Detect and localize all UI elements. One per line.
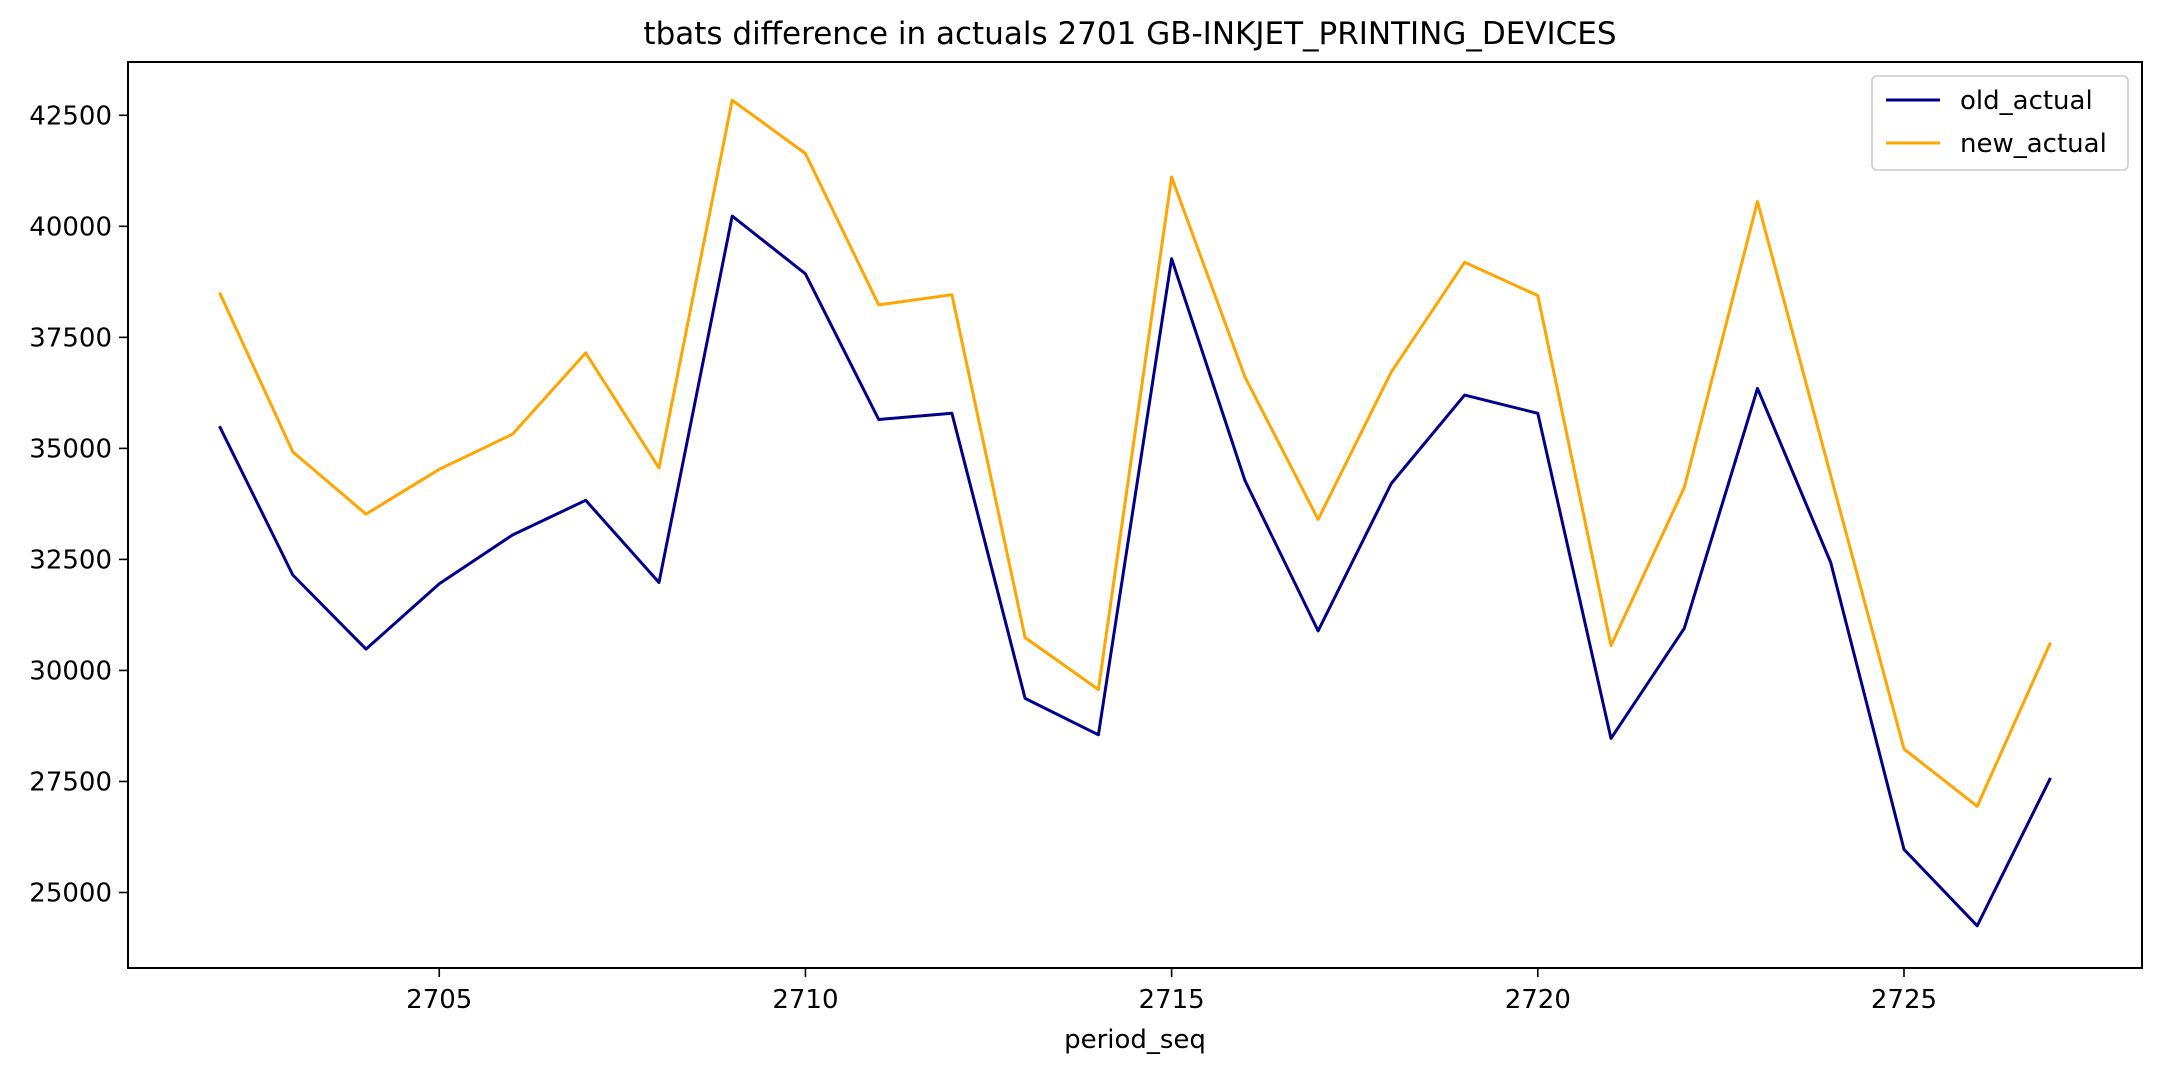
series-line-old_actual [218, 214, 2052, 928]
series-line-new_actual [218, 98, 2052, 808]
plot-frame [127, 61, 2143, 969]
y-tick-label: 40000 [29, 212, 112, 242]
y-tick-label: 42500 [29, 101, 112, 131]
chart-title: tbats difference in actuals 2701 GB-INKJ… [643, 16, 1616, 52]
x-axis-label: period_seq [1064, 1025, 1206, 1055]
x-tick-label: 2715 [1139, 985, 1205, 1015]
legend: old_actual new_actual [1871, 75, 2129, 171]
legend-label: old_actual [1960, 86, 2093, 116]
y-tick-label: 25000 [29, 879, 112, 909]
x-tick-label: 2725 [1871, 985, 1937, 1015]
y-tick-label: 32500 [29, 545, 112, 575]
x-tick-label: 2705 [406, 985, 472, 1015]
axes: 2705 2710 2715 2720 2725 25000 27500 30000 32500… [29, 101, 1937, 1015]
y-tick-label: 27500 [29, 767, 112, 797]
y-tick-label: 37500 [29, 323, 112, 353]
x-tick-label: 2720 [1505, 985, 1571, 1015]
y-tick-label: 35000 [29, 434, 112, 464]
y-tick-label: 30000 [29, 656, 112, 686]
plot-area [218, 98, 2052, 928]
legend-label: new_actual [1960, 129, 2107, 159]
x-tick-label: 2710 [772, 985, 838, 1015]
